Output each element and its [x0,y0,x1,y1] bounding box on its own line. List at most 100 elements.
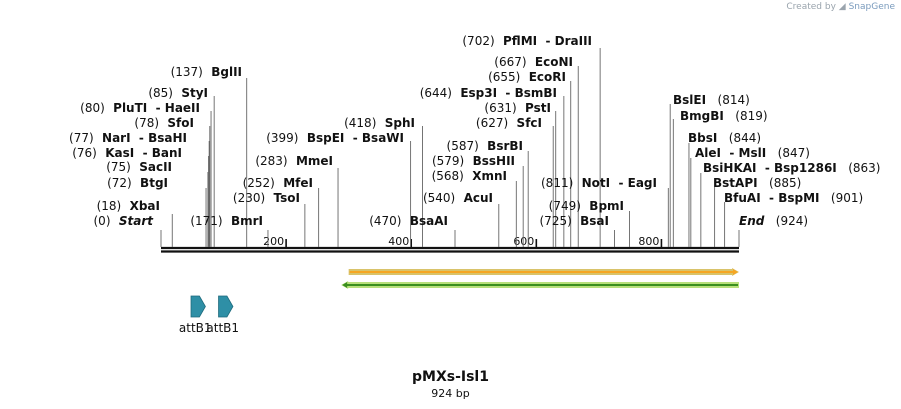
site-label-bglii[interactable]: (137) BglII [171,65,242,79]
enzyme-name: SphI [376,116,415,130]
site-label-bpmi[interactable]: (749) BpmI [549,199,624,213]
site-text-start: (0) Start [94,214,155,228]
site-position: (844) [717,131,761,145]
site-text-sphi: (418) SphI [344,116,415,130]
site-label-nari[interactable]: (77) NarI - BsaHI [69,131,187,145]
enzyme-name: TsoI [265,191,300,205]
enzyme-name: StyI [173,86,208,100]
site-text-bslei: BslEI (814) [673,93,750,107]
enzyme-name: BsaAI [402,214,449,228]
site-text-acui: (540) AcuI [423,191,493,205]
enzyme-name: BmrI [223,214,263,228]
site-label-ecori[interactable]: (655) EcoRI [488,70,566,84]
site-text-xmni: (568) XmnI [432,169,507,183]
green-arrow-core [345,284,738,286]
site-position: (75) [106,160,131,174]
enzyme-name: Start [111,214,155,228]
site-position: (77) [69,131,94,145]
site-text-bpmi: (749) BpmI [549,199,624,213]
site-label-bmri[interactable]: (171) BmrI [190,214,263,228]
site-label-xmni[interactable]: (568) XmnI [432,169,507,183]
enzyme-name: DraIII [555,34,592,48]
site-text-bsshii: (579) BssHII [432,154,515,168]
site-label-bsaai[interactable]: (470) BsaAI [369,214,448,228]
site-text-noti: (811) NotI - EagI [541,176,657,190]
site-label-bmgbi[interactable]: BmgBI (819) [680,109,768,123]
site-position: (230) [233,191,265,205]
site-label-econi[interactable]: (667) EcoNI [494,55,573,69]
site-label-noti[interactable]: (811) NotI - EagI [541,176,657,190]
site-label-bstapi[interactable]: BstAPI (885) [713,176,801,190]
ruler-tick-label: 200 [263,235,284,248]
site-position: (655) [488,70,520,84]
enzyme-name: Esp3I [452,86,497,100]
site-text-end: End (924) [739,214,808,228]
site-label-bbsi[interactable]: BbsI (844) [688,131,761,145]
snapgene-credit: Created by ◢ SnapGene [786,2,895,12]
enzyme-name: BslEI [673,93,706,107]
site-position: (78) [134,116,159,130]
site-text-bmgbi: BmgBI (819) [680,109,768,123]
site-label-psti[interactable]: (631) PstI [484,101,551,115]
green-arrow-head [342,282,348,288]
site-text-xbai: (18) XbaI [97,199,160,213]
site-label-styi[interactable]: (85) StyI [148,86,208,100]
site-label-acui[interactable]: (540) AcuI [423,191,493,205]
site-label-mmei[interactable]: (283) MmeI [255,154,333,168]
site-label-bslei[interactable]: BslEI (814) [673,93,750,107]
enzyme-name: BspMI [778,191,819,205]
site-label-bsai[interactable]: (725) BsaI [540,214,610,228]
site-text-nari: (77) NarI - BsaHI [69,131,187,145]
site-label-sacii[interactable]: (75) SacII [106,160,172,174]
site-label-pluti[interactable]: (80) PluTI - HaeII [80,101,200,115]
site-position: (418) [344,116,376,130]
site-label-pflmi[interactable]: (702) PflMI - DraIII [462,34,592,48]
site-position: (72) [107,176,132,190]
site-position: (80) [80,101,105,115]
site-label-esp3i[interactable]: (644) Esp3I - BsmBI [420,86,557,100]
enzyme-name: PstI [517,101,551,115]
site-position: (725) [540,214,572,228]
feature-attb1-a[interactable] [190,295,206,318]
site-position: (847) [766,146,810,160]
credit-brand: SnapGene [848,2,895,12]
site-label-bspei[interactable]: (399) BspEI - BsaWI [266,131,404,145]
site-text-bsai: (725) BsaI [540,214,610,228]
site-label-end[interactable]: End (924) [739,214,808,228]
site-text-bsaai: (470) BsaAI [369,214,448,228]
enzyme-name: BtgI [132,176,168,190]
site-position: (702) [462,34,494,48]
site-label-xbai[interactable]: (18) XbaI [97,199,160,213]
site-label-bsshii[interactable]: (579) BssHII [432,154,515,168]
site-label-sfoi[interactable]: (78) SfoI [134,116,194,130]
site-label-bsrbi[interactable]: (587) BsrBI [447,139,523,153]
site-text-econi: (667) EcoNI [494,55,573,69]
site-position: (863) [837,161,881,175]
site-label-start[interactable]: (0) Start [94,214,155,228]
feature-attb1-b[interactable] [218,295,234,318]
site-label-sphi[interactable]: (418) SphI [344,116,415,130]
enzyme-name: MfeI [275,176,313,190]
site-label-tsoi[interactable]: (230) TsoI [233,191,300,205]
enzyme-name: SfcI [508,116,542,130]
site-position: (171) [190,214,222,228]
site-label-mfei[interactable]: (252) MfeI [243,176,313,190]
site-text-sfci: (627) SfcI [476,116,542,130]
site-position: (667) [494,55,526,69]
enzyme-name: NarI [94,131,131,145]
orange-arrow-core [349,271,735,273]
site-text-kasi: (76) KasI - BanI [72,146,182,160]
site-label-alei[interactable]: AleI - MslI (847) [695,146,810,160]
site-label-sfci[interactable]: (627) SfcI [476,116,542,130]
site-label-kasi[interactable]: (76) KasI - BanI [72,146,182,160]
site-label-bsihkai[interactable]: BsiHKAI - Bsp1286I (863) [703,161,880,175]
site-text-alei: AleI - MslI (847) [695,146,810,160]
site-text-psti: (631) PstI [484,101,551,115]
site-text-mfei: (252) MfeI [243,176,313,190]
enzyme-name: KasI [97,146,134,160]
site-label-btgi[interactable]: (72) BtgI [107,176,168,190]
site-label-bfuai[interactable]: BfuAI - BspMI (901) [724,191,863,205]
enzyme-name: BsmBI [515,86,557,100]
enzyme-name: XmnI [464,169,507,183]
